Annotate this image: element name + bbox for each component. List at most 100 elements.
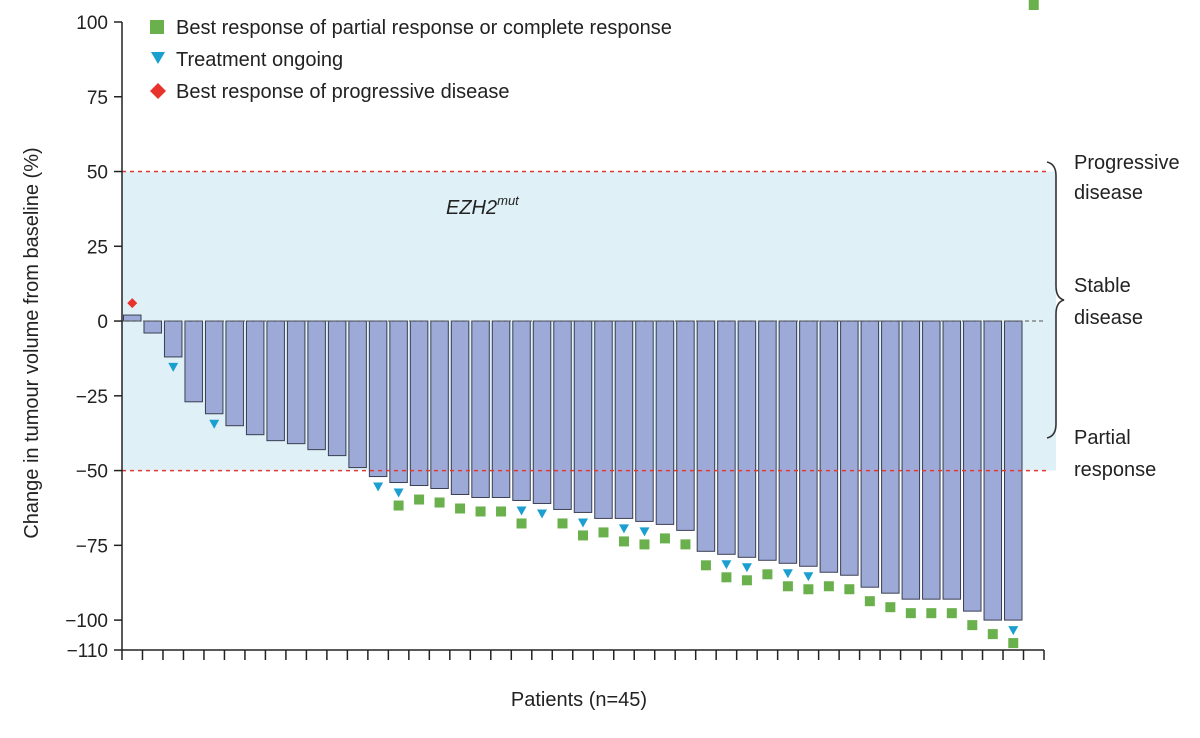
region-brace: [1046, 161, 1065, 439]
bar-patient-40: [922, 320, 941, 600]
response-marker: [823, 581, 834, 592]
bar-patient-3: [163, 320, 183, 358]
legend-ongoing-label: Treatment ongoing: [176, 49, 343, 71]
bar-patient-8: [266, 320, 285, 442]
bar-patient-31: [737, 320, 757, 558]
treatment-ongoing-marker: [537, 509, 548, 519]
response-marker: [844, 584, 855, 595]
legend-response-label: Best response of partial response or com…: [176, 17, 672, 39]
treatment-ongoing-marker: [373, 482, 384, 492]
response-marker: [987, 629, 998, 640]
legend-response-marker: [150, 20, 164, 34]
response-marker: [946, 608, 957, 619]
response-marker: [1028, 0, 1039, 10]
bar-patient-38: [881, 320, 900, 594]
treatment-ongoing-marker: [639, 527, 650, 537]
bar-patient-30: [717, 320, 736, 555]
y-tick-label: 100: [76, 13, 108, 34]
bar-patient-16: [430, 320, 449, 490]
y-tick-label: −100: [65, 611, 108, 632]
y-axis-title: Change in tumour volume from baseline (%…: [21, 147, 43, 538]
legend: Best response of partial response or com…: [150, 17, 672, 103]
bar-patient-2: [143, 320, 162, 334]
treatment-ongoing-marker: [721, 560, 732, 570]
bar-patient-41: [942, 320, 962, 600]
treatment-ongoing-marker: [618, 524, 629, 534]
bar-patient-27: [655, 320, 675, 525]
y-tick-label: −50: [76, 462, 108, 483]
bar-patient-28: [676, 320, 695, 531]
response-marker: [557, 518, 568, 529]
response-marker: [414, 494, 425, 505]
response-marker: [967, 620, 978, 631]
region-label-progressive-line2: disease: [1074, 182, 1143, 204]
bar-patient-15: [409, 320, 429, 487]
region-label-stable-line1: Stable: [1074, 275, 1131, 297]
y-tick-label: 0: [97, 312, 108, 333]
treatment-ongoing-marker: [1008, 626, 1019, 636]
response-marker: [680, 539, 691, 550]
response-marker: [803, 584, 814, 595]
treatment-ongoing-marker: [209, 419, 220, 429]
bar-patient-7: [245, 320, 265, 436]
bar-patient-22: [553, 320, 572, 510]
bar-patient-4: [184, 320, 203, 403]
region-label-progressive-line1: Progressive: [1074, 152, 1180, 174]
treatment-ongoing-marker: [578, 518, 588, 528]
y-tick-label: −75: [76, 536, 108, 557]
treatment-ongoing-marker: [782, 569, 793, 579]
panel-label: EZH2mut: [446, 193, 520, 219]
response-marker: [885, 602, 896, 613]
bar-patient-21: [532, 320, 552, 504]
bar-patient-14: [389, 320, 408, 484]
y-tick-label: 25: [87, 237, 108, 258]
response-marker: [1008, 638, 1019, 649]
response-marker: [782, 581, 793, 592]
bar-patient-39: [901, 320, 921, 600]
bar-patient-11: [327, 320, 347, 457]
bar-patient-33: [778, 320, 798, 564]
y-tick-label: −110: [67, 641, 108, 662]
bar-patient-24: [594, 320, 613, 519]
bar-patient-34: [799, 320, 818, 567]
treatment-ongoing-marker: [803, 572, 814, 582]
response-marker: [864, 596, 875, 607]
y-tick-label: −25: [76, 387, 108, 408]
bar-patient-6: [225, 320, 244, 427]
response-marker: [475, 506, 486, 517]
response-marker: [496, 506, 507, 517]
y-tick-label: 75: [87, 88, 108, 109]
response-marker: [762, 569, 773, 580]
response-marker: [905, 608, 916, 619]
bar-patient-37: [860, 320, 880, 588]
region-label-partial-line1: Partial: [1074, 427, 1131, 449]
bar-patient-35: [819, 320, 839, 573]
bar-patient-10: [307, 320, 326, 451]
response-marker: [741, 575, 752, 586]
bar-patient-23: [573, 320, 593, 513]
bar-patient-42: [963, 320, 982, 612]
progressive-disease-marker: [127, 298, 138, 309]
legend-ongoing-marker: [151, 52, 165, 64]
treatment-ongoing-marker: [741, 563, 752, 573]
region-label-stable-line2: disease: [1074, 307, 1143, 329]
response-marker: [639, 539, 650, 550]
bar-patient-1: [123, 314, 142, 322]
bar-patient-9: [286, 320, 306, 445]
bar-patient-5: [204, 320, 224, 415]
bar-patient-20: [512, 320, 531, 501]
bar-patient-13: [368, 320, 388, 478]
y-tick-label: 50: [87, 163, 108, 184]
response-marker: [926, 608, 937, 619]
region-label-partial-line2: response: [1074, 459, 1156, 481]
response-marker: [700, 560, 711, 571]
response-marker: [578, 530, 588, 541]
response-marker: [618, 536, 629, 547]
bar-patient-29: [696, 320, 716, 552]
response-marker: [516, 518, 527, 529]
treatment-ongoing-marker: [516, 506, 527, 516]
response-marker: [455, 503, 466, 514]
response-marker: [393, 500, 404, 511]
bar-patient-32: [758, 320, 777, 561]
